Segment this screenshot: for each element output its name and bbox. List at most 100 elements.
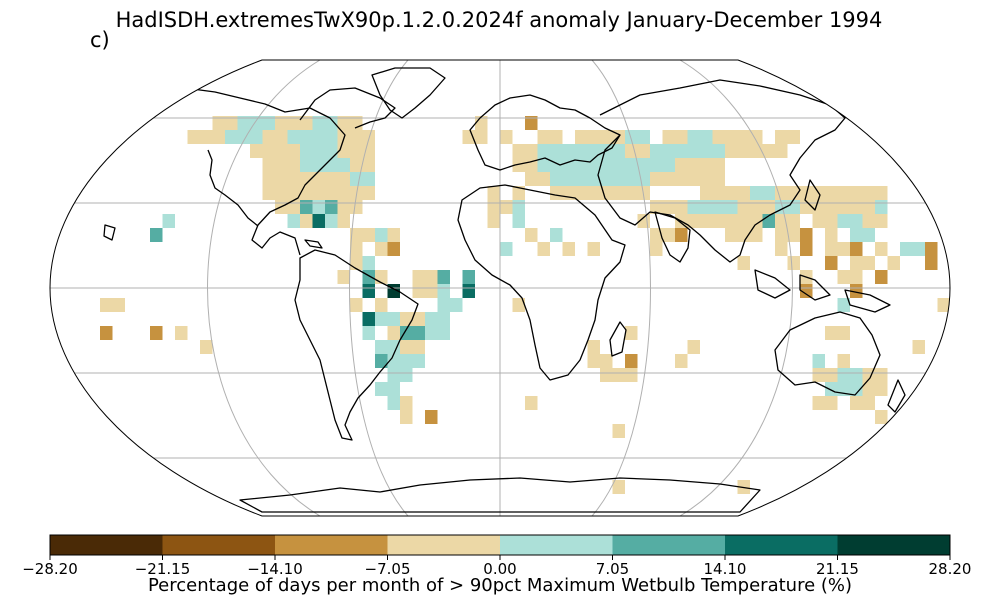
anomaly-cell	[850, 396, 875, 410]
anomaly-cell	[725, 228, 750, 242]
anomaly-cell	[300, 214, 313, 228]
anomaly-cell	[375, 312, 400, 326]
anomaly-cell	[575, 130, 625, 144]
colorbar-tick-label: 0.00	[483, 560, 516, 578]
colorbar-tick-label: −21.15	[135, 560, 191, 578]
colorbar-tick-label: 28.20	[929, 560, 972, 578]
anomaly-cell	[525, 116, 538, 130]
anomaly-cell	[587, 354, 613, 368]
anomaly-cell	[937, 298, 950, 312]
anomaly-cell	[425, 326, 450, 340]
anomaly-cell	[350, 172, 375, 186]
anomaly-cell	[412, 270, 438, 284]
anomaly-cell	[837, 298, 850, 312]
anomaly-cell	[550, 228, 563, 242]
anomaly-cell	[587, 186, 625, 200]
anomaly-cell	[650, 172, 725, 186]
anomaly-cell	[862, 186, 888, 200]
anomaly-cell	[462, 130, 488, 144]
anomaly-cell	[387, 396, 400, 410]
anomaly-cell	[362, 256, 375, 270]
anomaly-cell	[512, 298, 525, 312]
colorbar-tick-label: −28.20	[22, 560, 78, 578]
graticule-lines	[50, 60, 950, 516]
anomaly-cell	[112, 298, 125, 312]
anomaly-cell	[862, 214, 888, 228]
anomaly-cell	[875, 410, 888, 424]
anomaly-cell	[775, 228, 800, 242]
anomaly-cell	[612, 424, 625, 438]
anomaly-cell	[262, 158, 300, 172]
anomaly-cell	[487, 186, 500, 200]
anomaly-cell	[925, 242, 938, 256]
anomaly-cell	[362, 326, 375, 340]
anomaly-cell	[537, 242, 550, 256]
anomaly-cell	[337, 270, 350, 284]
anomaly-cell	[400, 396, 413, 410]
anomaly-cell	[425, 410, 438, 424]
anomaly-cell	[512, 186, 525, 200]
anomaly-cell	[675, 228, 688, 242]
anomaly-cell	[525, 228, 538, 242]
anomaly-cell	[350, 228, 375, 242]
anomaly-cell	[837, 354, 850, 368]
anomaly-cell	[837, 270, 863, 284]
anomaly-cell	[337, 116, 363, 130]
anomaly-cell	[825, 242, 850, 256]
anomaly-cell	[312, 214, 325, 228]
figure-title: HadISDH.extremesTwX90p.1.2.0.2024f anoma…	[115, 8, 883, 32]
anomaly-cell	[250, 144, 300, 158]
anomaly-cell	[800, 228, 813, 242]
anomaly-cell	[700, 186, 750, 200]
anomaly-cell	[500, 130, 513, 144]
anomaly-cell	[100, 326, 113, 340]
anomaly-cell	[775, 186, 825, 200]
colorbar-box	[275, 535, 388, 555]
anomaly-cell	[612, 158, 675, 172]
colorbar-ticks: −28.20 −21.15 −14.10 −7.05 0.00 7.05 14.10 21.1…	[22, 555, 971, 578]
anomaly-cell	[362, 186, 375, 200]
globe-outline	[49, 59, 951, 517]
anomaly-cell	[300, 172, 350, 186]
colorbar-box	[500, 535, 613, 555]
colorbar-tick-label: 14.10	[704, 560, 747, 578]
anomaly-cell	[225, 130, 263, 144]
anomaly-cell	[387, 368, 413, 382]
anomaly-cell	[325, 214, 338, 228]
anomaly-cell	[700, 214, 738, 228]
anomaly-cell	[462, 270, 475, 284]
anomaly-cell	[825, 228, 838, 242]
colorbar-boxes	[50, 535, 951, 555]
colorbar-label: Percentage of days per month of > 90pct …	[147, 575, 853, 596]
colorbar-box	[612, 535, 726, 555]
anomaly-cell	[812, 214, 838, 228]
anomaly-cell	[875, 242, 888, 256]
anomaly-cell	[400, 410, 413, 424]
colorbar-tick-label: 21.15	[816, 560, 859, 578]
anomaly-cell	[212, 116, 238, 130]
anomaly-cell	[400, 340, 425, 354]
anomaly-cell	[850, 242, 863, 256]
anomaly-cell	[612, 480, 625, 494]
anomaly-cell	[337, 144, 375, 158]
anomaly-cell	[687, 130, 713, 144]
anomaly-cell	[775, 242, 788, 256]
anomaly-cell	[262, 130, 288, 144]
anomaly-cell	[537, 130, 563, 144]
anomaly-cell	[625, 144, 650, 158]
anomaly-cell	[387, 354, 413, 368]
panel-label: c)	[90, 28, 110, 52]
anomaly-cell	[650, 144, 725, 158]
anomaly-cell	[387, 228, 400, 242]
anomaly-cell	[375, 354, 388, 368]
colorbar-tick-label: 7.05	[596, 560, 629, 578]
anomaly-cell	[650, 242, 663, 256]
anomaly-cell	[300, 144, 338, 158]
anomaly-cell	[625, 326, 638, 340]
anomaly-cell	[200, 340, 213, 354]
anomaly-cell	[862, 382, 888, 396]
anomaly-cell	[262, 172, 300, 186]
anomaly-cell	[787, 256, 800, 270]
anomaly-cell	[675, 214, 700, 228]
